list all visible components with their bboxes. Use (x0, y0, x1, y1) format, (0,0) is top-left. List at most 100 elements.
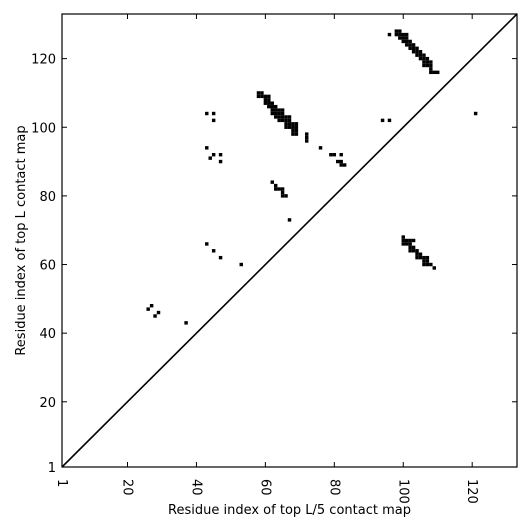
contact-point (284, 118, 288, 123)
contact-point (277, 118, 281, 123)
contact-point (153, 314, 157, 318)
contact-point (284, 194, 288, 198)
contact-point (239, 262, 243, 267)
contact-point (429, 262, 433, 267)
contact-point (411, 50, 416, 54)
contact-point (277, 111, 281, 116)
contact-point (425, 259, 430, 263)
contact-point (156, 310, 161, 315)
contact-point (411, 43, 416, 47)
contact-point (273, 115, 278, 119)
contact-point (284, 125, 288, 129)
y-tick-label: 120 (31, 53, 56, 68)
contact-point (418, 252, 423, 256)
x-tick-label: 80 (326, 479, 341, 496)
contact-point (398, 36, 402, 40)
contact-point (291, 122, 295, 126)
contact-point (411, 46, 416, 51)
contact-point (287, 125, 292, 129)
contact-point (342, 163, 347, 167)
contact-point (291, 128, 295, 133)
contact-point (401, 39, 405, 44)
contact-point (280, 118, 285, 123)
contact-point (411, 249, 416, 253)
contact-point (404, 39, 409, 44)
contact-point (260, 94, 264, 99)
contact-point (263, 98, 268, 102)
contact-point (205, 111, 209, 116)
contact-point (425, 63, 430, 68)
contact-point (280, 111, 285, 116)
contact-point (411, 245, 416, 250)
contact-point (211, 152, 216, 157)
contact-point (211, 118, 216, 123)
contact-point (284, 122, 288, 126)
contact-point (429, 67, 433, 71)
contact-point (280, 190, 285, 195)
contact-point (287, 122, 292, 126)
x-tick-label: 20 (119, 479, 134, 496)
contact-point (408, 46, 412, 51)
y-axis-label: Residue index of top L contact map (14, 125, 29, 355)
contact-point (273, 111, 278, 116)
contact-point (408, 249, 412, 253)
y-tick-label: 80 (39, 190, 56, 205)
contact-point (336, 159, 340, 164)
contact-point (404, 36, 409, 40)
contact-point (218, 152, 223, 157)
contact-point (339, 152, 343, 157)
contact-point (211, 249, 216, 253)
y-tick-label: 100 (31, 121, 56, 136)
contact-point (332, 152, 337, 157)
contact-point (429, 60, 433, 64)
y-tick-label: 20 (39, 396, 56, 411)
contact-point (411, 238, 416, 243)
contact-point (287, 218, 292, 222)
contact-point (277, 108, 281, 112)
contact-point (318, 146, 323, 150)
contact-point (256, 94, 261, 99)
contact-point (270, 180, 274, 184)
contact-point (415, 252, 419, 256)
contact-point (473, 111, 478, 116)
contact-point (184, 321, 188, 325)
contact-point (294, 122, 299, 126)
contact-point (284, 115, 288, 119)
contact-point (263, 94, 268, 99)
contact-point (294, 125, 299, 129)
contact-point (408, 39, 412, 44)
contact-point (398, 32, 402, 37)
x-tick-label: 120 (464, 479, 479, 504)
contact-point (280, 194, 285, 198)
contact-point (273, 108, 278, 112)
contact-point (404, 32, 409, 37)
contact-point (425, 56, 430, 61)
contact-point (418, 53, 423, 57)
contact-point (394, 29, 399, 33)
contact-point (422, 56, 426, 61)
contact-point (380, 118, 385, 123)
y-tick-label: 40 (39, 327, 56, 342)
contact-point (387, 32, 392, 37)
x-tick-label: 40 (188, 479, 203, 496)
x-tick-label: 1 (54, 479, 69, 487)
diagonal-line (61, 13, 518, 468)
contact-point (404, 242, 409, 246)
contact-point (273, 104, 278, 109)
contact-point (329, 152, 333, 157)
y-tick-label: 60 (39, 259, 56, 274)
contact-point (422, 259, 426, 263)
contact-point (418, 50, 423, 54)
contact-point (270, 104, 274, 109)
contact-point (146, 307, 150, 311)
contact-point (273, 187, 278, 191)
contact-point (401, 36, 405, 40)
contact-point (415, 50, 419, 54)
contact-point (401, 242, 405, 246)
contact-point (429, 70, 433, 75)
contact-point (408, 245, 412, 250)
contact-point (270, 108, 274, 112)
plot-frame (61, 13, 518, 468)
